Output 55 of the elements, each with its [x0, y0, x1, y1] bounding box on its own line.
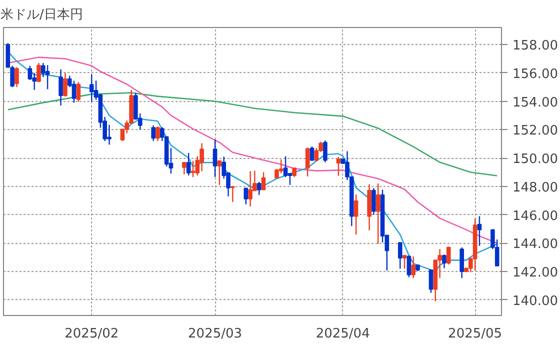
candlestick	[336, 156, 341, 176]
y-tick-label: 142.00	[512, 266, 558, 281]
x-tick-label: 2025/02	[64, 326, 119, 342]
candlestick	[151, 124, 156, 142]
candlestick	[156, 126, 160, 142]
candlestick	[45, 64, 50, 90]
line-series	[7, 92, 498, 176]
candlestick	[411, 256, 416, 279]
y-tick-label: 156.00	[512, 66, 558, 82]
candlestick	[283, 156, 288, 178]
y-tick-label: 146.00	[512, 208, 558, 224]
candlestick	[89, 74, 94, 102]
y-tick-label: 154.00	[512, 95, 558, 110]
candlestick	[186, 152, 191, 176]
candlestick	[217, 160, 222, 186]
candlestick	[372, 188, 376, 216]
candlestick	[442, 254, 446, 269]
y-tick-label: 148.00	[512, 180, 558, 196]
candlestick	[200, 142, 204, 172]
y-tick-label: 144.00	[512, 237, 558, 252]
candlestick	[14, 66, 19, 88]
candlestick	[182, 162, 186, 175]
candlestick	[292, 167, 297, 178]
candlestick	[310, 146, 314, 162]
candlestick	[406, 254, 412, 278]
candlestick	[256, 181, 262, 196]
candlestick	[323, 140, 328, 163]
candlestick	[244, 188, 248, 205]
candlestick	[398, 242, 402, 270]
candlestick	[261, 172, 266, 190]
y-tick-label: 158.00	[512, 38, 558, 54]
candlestick	[190, 160, 196, 178]
y-tick-label: 150.00	[512, 152, 558, 168]
x-tick-label: 2025/05	[448, 326, 502, 342]
candlestick	[212, 138, 218, 178]
line-series	[7, 56, 498, 244]
candlestick	[354, 194, 358, 236]
x-tick-label: 2025/03	[188, 326, 242, 342]
y-tick-label: 152.00	[512, 124, 558, 139]
candlestick	[428, 268, 434, 294]
x-tick-label: 2025/04	[316, 326, 370, 342]
candlestick	[402, 254, 407, 270]
candlestick	[63, 72, 68, 98]
candlestick	[76, 82, 81, 102]
y-tick-label: 140.00	[512, 294, 558, 309]
candlestick	[36, 62, 41, 83]
candlestick	[58, 68, 63, 106]
candlestick	[460, 246, 464, 279]
candlestick	[477, 216, 482, 246]
candlestick	[376, 182, 380, 244]
candlestick	[230, 186, 235, 203]
candlestick	[72, 80, 76, 104]
candlestick	[305, 146, 310, 178]
candlestick	[446, 246, 451, 266]
chart-title: 米ドル/日本円	[0, 8, 83, 22]
